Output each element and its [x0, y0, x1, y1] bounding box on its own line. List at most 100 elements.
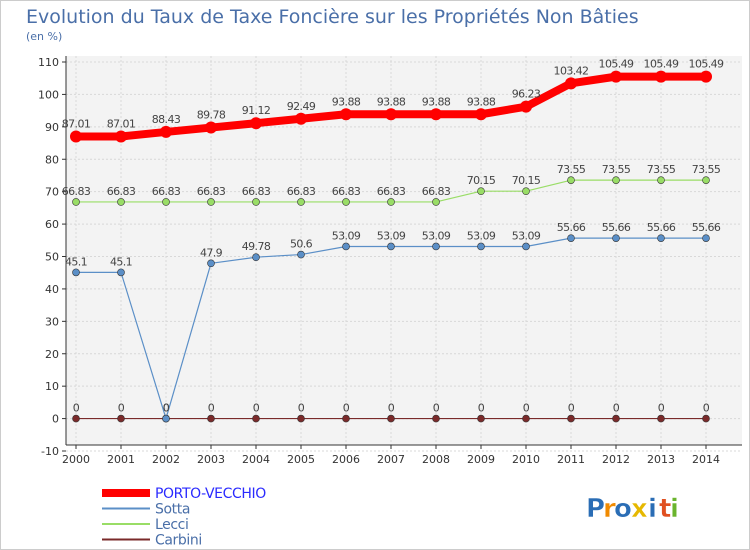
data-point-lecci	[252, 198, 260, 206]
data-label-sotta: 50.6	[290, 238, 313, 251]
data-label-lecci: 66.83	[107, 185, 136, 198]
data-point-lecci	[432, 198, 440, 206]
data-point-sotta	[432, 242, 440, 251]
y-tick-label: 100	[38, 88, 59, 101]
data-label-lecci: 66.83	[422, 185, 451, 198]
data-point-lecci	[117, 198, 125, 206]
data-point-porto-vecchio	[115, 130, 127, 143]
data-label-sotta: 55.66	[557, 221, 586, 234]
x-tick-label: 2003	[197, 453, 225, 466]
data-label-porto-vecchio: 103.42	[554, 64, 589, 77]
data-label-carbini: 0	[73, 402, 80, 415]
data-label-porto-vecchio: 93.88	[377, 95, 406, 108]
x-tick-label: 2014	[692, 453, 720, 466]
proxiti-logo: Pro x i ti	[586, 494, 679, 525]
data-point-carbini	[207, 414, 215, 423]
data-point-sotta	[387, 242, 395, 251]
data-point-carbini	[522, 414, 530, 423]
data-point-carbini	[477, 414, 485, 423]
data-point-lecci	[567, 176, 575, 184]
y-tick-label: 40	[45, 283, 59, 296]
data-label-porto-vecchio: 91.12	[242, 104, 271, 117]
data-point-porto-vecchio	[700, 70, 712, 83]
y-tick-label: 50	[45, 251, 59, 264]
data-point-porto-vecchio	[610, 70, 622, 83]
data-point-lecci	[387, 198, 395, 206]
data-point-carbini	[612, 414, 620, 423]
data-label-porto-vecchio: 105.49	[599, 58, 634, 71]
logo-letter: i	[670, 494, 679, 524]
legend-label-lecci: Lecci	[155, 517, 188, 533]
x-tick-label: 2005	[287, 453, 315, 466]
data-point-porto-vecchio	[385, 108, 397, 121]
data-label-carbini: 0	[343, 402, 350, 415]
y-tick-label: 10	[45, 380, 59, 393]
data-point-porto-vecchio	[70, 130, 82, 143]
logo-letter: t	[659, 494, 671, 524]
data-label-lecci: 73.55	[647, 163, 676, 176]
x-tick-label: 2006	[332, 453, 360, 466]
data-point-porto-vecchio	[655, 70, 667, 83]
data-point-lecci	[657, 176, 665, 184]
x-tick-label: 2012	[602, 453, 630, 466]
x-tick-label: 2008	[422, 453, 450, 466]
x-tick-label: 2007	[377, 453, 405, 466]
data-label-carbini: 0	[298, 402, 305, 415]
data-point-lecci	[72, 198, 80, 206]
data-point-sotta	[477, 242, 485, 251]
y-tick-label: 80	[45, 153, 59, 166]
data-point-lecci	[342, 198, 350, 206]
y-tick-label: -10	[41, 445, 59, 458]
data-point-porto-vecchio	[565, 77, 577, 90]
x-tick-label: 2013	[647, 453, 675, 466]
legend-label-carbini: Carbini	[155, 533, 202, 549]
data-label-sotta: 53.09	[332, 229, 361, 242]
y-tick-label: 70	[45, 186, 59, 199]
data-point-carbini	[72, 414, 80, 423]
data-label-lecci: 70.15	[467, 174, 496, 187]
data-label-carbini: 0	[388, 402, 395, 415]
legend-label-sotta: Sotta	[155, 502, 190, 518]
data-point-sotta	[162, 414, 170, 423]
data-point-sotta	[702, 234, 710, 242]
x-tick-label: 2000	[62, 453, 90, 466]
data-point-porto-vecchio	[205, 121, 217, 134]
data-point-porto-vecchio	[160, 125, 172, 138]
data-label-porto-vecchio: 92.49	[287, 100, 316, 113]
data-label-carbini: 0	[433, 402, 440, 415]
y-axis-unit-label: (en %)	[26, 30, 62, 43]
data-label-lecci: 66.83	[332, 185, 361, 198]
x-tick-label: 2009	[467, 453, 495, 466]
data-label-sotta: 53.09	[422, 229, 451, 242]
data-point-sotta	[207, 259, 215, 268]
data-label-sotta: 55.66	[602, 221, 631, 234]
data-label-porto-vecchio: 87.01	[62, 118, 91, 131]
data-label-sotta: 53.09	[467, 229, 496, 242]
y-tick-label: 60	[45, 218, 59, 231]
data-point-sotta	[252, 253, 260, 262]
logo-letter: o	[614, 494, 632, 524]
data-point-carbini	[117, 414, 125, 423]
chart-title: Evolution du Taux de Taxe Foncière sur l…	[26, 6, 639, 28]
y-tick-label: 30	[45, 315, 59, 328]
data-label-carbini: 0	[208, 402, 215, 415]
data-point-sotta	[567, 234, 575, 242]
data-point-lecci	[477, 187, 485, 195]
data-point-carbini	[252, 414, 260, 423]
plot-area	[66, 56, 742, 445]
data-point-sotta	[72, 268, 80, 277]
data-point-lecci	[522, 187, 530, 195]
grid	[66, 56, 742, 452]
data-point-lecci	[612, 176, 620, 184]
logo-letter: P	[586, 494, 605, 524]
data-label-lecci: 70.15	[512, 174, 541, 187]
data-point-carbini	[342, 414, 350, 423]
data-label-carbini: 0	[703, 402, 710, 415]
data-point-carbini	[297, 414, 305, 423]
data-point-porto-vecchio	[520, 100, 532, 113]
data-label-carbini: 0	[658, 402, 665, 415]
data-label-carbini: 0	[478, 402, 485, 415]
